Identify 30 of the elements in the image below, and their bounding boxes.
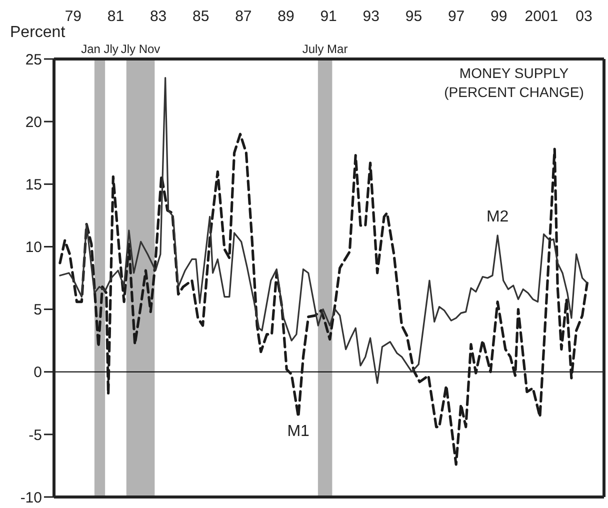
- band-label: Jly Nov: [120, 42, 160, 56]
- x-tick-label: 83: [150, 8, 167, 25]
- y-axis-title: Percent: [10, 24, 66, 42]
- y-tick-label: 15: [25, 176, 42, 194]
- x-tick-label: 79: [64, 8, 82, 25]
- x-tick-label: 93: [362, 8, 380, 25]
- band-label: Jan Jly: [81, 42, 118, 56]
- x-tick-label: 91: [320, 8, 337, 25]
- x-tick-label: 87: [235, 8, 252, 25]
- x-tick-label: 03: [576, 8, 592, 25]
- x-tick-label: 97: [448, 8, 465, 25]
- x-tick-label: 81: [107, 8, 124, 25]
- line-series: [59, 76, 588, 384]
- y-tick-label: 0: [34, 364, 42, 382]
- x-tick-label: 89: [278, 8, 294, 25]
- series-label: M1: [287, 422, 310, 440]
- y-tick-label: -10: [20, 489, 42, 506]
- x-tick-label: 99: [490, 8, 508, 25]
- y-tick-label: 5: [34, 302, 42, 319]
- y-tick-label: 25: [25, 51, 42, 68]
- series-label: M2: [486, 208, 509, 226]
- text: MONEY SUPPLY (PERCENT CHANGE): [443, 64, 585, 102]
- x-tick-label: 2001: [524, 8, 558, 25]
- band-label: July Mar: [302, 42, 348, 56]
- y-tick-label: -5: [28, 426, 42, 444]
- y-tick-label: 10: [25, 239, 42, 256]
- line-series: [58, 132, 588, 466]
- x-tick-label: 85: [192, 8, 210, 25]
- x-tick-label: 95: [405, 8, 422, 25]
- y-tick-label: 20: [25, 114, 42, 131]
